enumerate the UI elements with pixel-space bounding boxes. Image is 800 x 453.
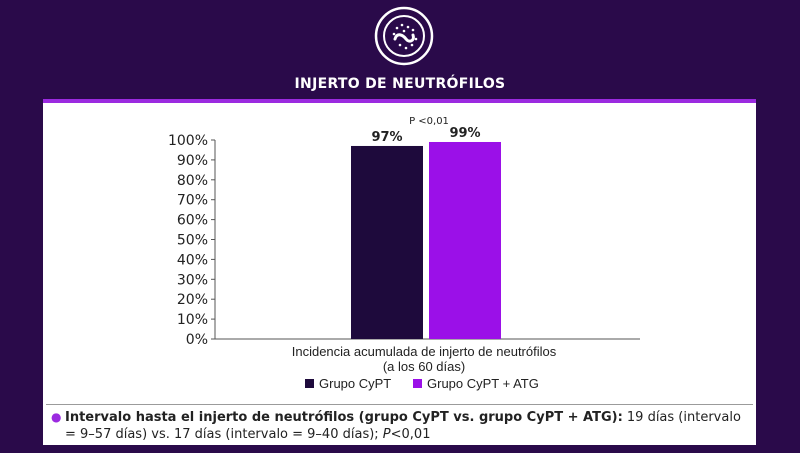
legend-swatch (413, 379, 422, 388)
y-tick-label: 40% (177, 252, 208, 268)
bar (351, 145, 423, 339)
neutrophil-cell-icon (374, 6, 434, 66)
y-tick-label: 0% (186, 332, 208, 348)
y-tick-label: 10% (177, 312, 208, 328)
panel-divider (46, 404, 753, 405)
note-p-value: <0,01 (390, 427, 431, 442)
y-tick-label: 20% (177, 292, 208, 308)
y-tick-label: 50% (177, 233, 208, 249)
bar-value-label: 99% (449, 126, 480, 141)
bar-chart: 0% 10% 20% 30% 40% 50% 60% 70% 80% 90% 100% 97% 99%P… (168, 116, 640, 391)
bar (429, 141, 501, 339)
page-title: INJERTO DE NEUTRÓFILOS (294, 76, 506, 92)
bullet-icon: ● (51, 410, 62, 424)
y-tick-label: 30% (177, 272, 208, 288)
y-tick-label: 80% (177, 173, 208, 189)
title-divider (43, 99, 756, 103)
note-text: 19 días (intervalo = 9–57 días) vs. 17 d… (65, 410, 741, 442)
note-p-label: P (382, 427, 391, 442)
legend-label: Grupo CyPT (319, 376, 391, 391)
legend-swatch (305, 379, 314, 388)
interval-note: ● Intervalo hasta el injerto de neutrófi… (51, 409, 751, 443)
x-axis-label: Incidencia acumulada de injerto de neutr… (292, 344, 557, 359)
y-tick-label: 90% (177, 153, 208, 169)
legend-label: Grupo CyPT + ATG (427, 376, 539, 391)
note-bold-text: Intervalo hasta el injerto de neutrófilo… (65, 410, 623, 425)
y-tick-label: 100% (168, 133, 208, 149)
chart-panel: 0% 10% 20% 30% 40% 50% 60% 70% 80% 90% 100% 97% 99% P… (43, 103, 756, 445)
y-tick-label: 70% (177, 193, 208, 209)
p-value-annotation: P <0,01 (409, 116, 449, 127)
bar-value-label: 97% (371, 130, 402, 145)
x-axis-label: (a los 60 días) (383, 359, 465, 374)
y-tick-label: 60% (177, 213, 208, 229)
